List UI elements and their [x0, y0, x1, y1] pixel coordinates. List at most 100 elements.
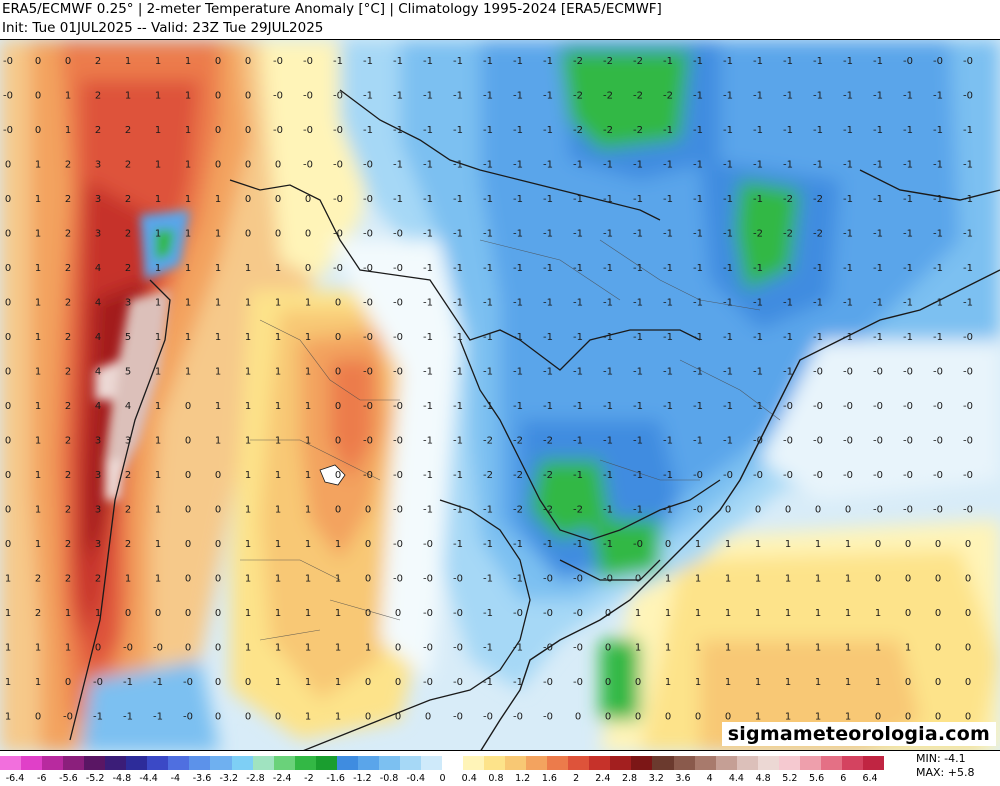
grid-value-label: -0 — [723, 470, 733, 481]
grid-value-label: -1 — [633, 194, 643, 205]
grid-value-label: 1 — [635, 608, 641, 619]
grid-value-label: 0 — [965, 574, 971, 585]
grid-value-label: 1 — [305, 436, 311, 447]
grid-value-label: 1 — [335, 677, 341, 688]
grid-value-label: 1 — [125, 91, 131, 102]
colorbar-swatch — [441, 756, 464, 770]
grid-value-label: -1 — [693, 436, 703, 447]
grid-value-label: 1 — [155, 91, 161, 102]
grid-value-label: 1 — [155, 367, 161, 378]
grid-value-label: -1 — [633, 332, 643, 343]
colorbar-ticks: -6.4 -6 -5.6 -5.2 -4.8 -4.4 -4 -3.6 -3.2 -2.8 -2.4… — [0, 773, 900, 786]
grid-value-label: 0 — [335, 505, 341, 516]
grid-value-label: -1 — [483, 160, 493, 171]
grid-value-label: -0 — [453, 712, 463, 723]
grid-value-label: -1 — [843, 263, 853, 274]
grid-value-label: -1 — [873, 332, 883, 343]
grid-value-label: 3 — [125, 298, 131, 309]
grid-value-label: 1 — [215, 194, 221, 205]
grid-value-label: 2 — [125, 160, 131, 171]
grid-value-label: 1 — [365, 643, 371, 654]
grid-value-label: 0 — [185, 436, 191, 447]
grid-value-label: -1 — [963, 298, 973, 309]
grid-value-label: -0 — [333, 194, 343, 205]
grid-value-label: -1 — [603, 401, 613, 412]
grid-value-label: -0 — [573, 677, 583, 688]
grid-value-label: 1 — [275, 608, 281, 619]
grid-value-label: -1 — [483, 608, 493, 619]
grid-value-label: -1 — [423, 56, 433, 67]
grid-value-label: 0 — [965, 608, 971, 619]
grid-value-label: 0 — [635, 677, 641, 688]
andes-highlight — [95, 290, 170, 500]
grid-value-label: -1 — [813, 332, 823, 343]
grid-value-label: -0 — [963, 332, 973, 343]
grid-value-label: 1 — [5, 643, 11, 654]
grid-value-label: -1 — [873, 194, 883, 205]
colorbar-swatch — [547, 756, 569, 770]
grid-value-label: 0 — [245, 712, 251, 723]
grid-value-label: 1 — [275, 643, 281, 654]
grid-value-label: -1 — [423, 160, 433, 171]
grid-value-label: -1 — [543, 367, 553, 378]
grid-value-label: 1 — [725, 643, 731, 654]
grid-value-label: 2 — [65, 505, 71, 516]
grid-value-label: -1 — [663, 298, 673, 309]
grid-value-label: -1 — [693, 125, 703, 136]
grid-value-label: 2 — [125, 125, 131, 136]
grid-value-label: 1 — [155, 574, 161, 585]
grid-value-label: 1 — [5, 608, 11, 619]
colorbar-tick-label: -3.6 — [192, 773, 212, 784]
grid-value-label: -1 — [423, 436, 433, 447]
grid-value-label: 4 — [95, 367, 101, 378]
grid-value-label: -2 — [573, 505, 583, 516]
grid-value-label: 4 — [95, 332, 101, 343]
grid-value-label: -0 — [363, 436, 373, 447]
grid-value-label: 1 — [65, 91, 71, 102]
grid-value-label: 1 — [245, 367, 251, 378]
colorbar-swatch — [21, 756, 43, 770]
colorbar-swatch — [126, 756, 148, 770]
grid-value-label: 1 — [695, 574, 701, 585]
grid-value-label: -1 — [393, 56, 403, 67]
grid-value-label: -0 — [933, 56, 943, 67]
grid-value-label: -2 — [663, 91, 673, 102]
grid-value-label: -0 — [933, 470, 943, 481]
grid-value-label: -0 — [933, 401, 943, 412]
grid-value-label: 0 — [905, 574, 911, 585]
colorbar-swatch — [736, 756, 758, 770]
grid-value-label: 0 — [935, 539, 941, 550]
grid-value-label: 0 — [185, 608, 191, 619]
grid-value-label: -1 — [663, 470, 673, 481]
grid-value-label: 1 — [275, 677, 281, 688]
colorbar-tick-label: -6.4 — [5, 773, 25, 784]
grid-value-label: -2 — [573, 125, 583, 136]
grid-value-label: -2 — [483, 470, 493, 481]
grid-value-label: 2 — [125, 470, 131, 481]
grid-value-label: 0 — [935, 608, 941, 619]
grid-value-label: 0 — [5, 505, 11, 516]
grid-value-label: -1 — [843, 56, 853, 67]
grid-value-label: 1 — [755, 677, 761, 688]
grid-value-label: 0 — [965, 539, 971, 550]
grid-value-label: 1 — [35, 194, 41, 205]
grid-value-label: -2 — [783, 194, 793, 205]
grid-value-label: -1 — [513, 229, 523, 240]
grid-value-label: -1 — [663, 263, 673, 274]
grid-value-label: -1 — [513, 160, 523, 171]
grid-value-label: -0 — [843, 367, 853, 378]
grid-value-label: -0 — [963, 91, 973, 102]
grid-value-label: -1 — [663, 56, 673, 67]
grid-value-label: 1 — [785, 643, 791, 654]
grid-value-label: 2 — [65, 436, 71, 447]
colorbar-tick-label: -5.2 — [85, 773, 105, 784]
grid-value-label: 3 — [95, 160, 101, 171]
grid-value-label: 0 — [245, 229, 251, 240]
grid-value-label: 0 — [275, 229, 281, 240]
grid-value-label: -0 — [903, 56, 913, 67]
grid-value-label: -0 — [603, 574, 613, 585]
colorbar-tick-label: 2.8 — [621, 773, 638, 784]
grid-value-label: 3 — [95, 229, 101, 240]
grid-value-label: -1 — [603, 436, 613, 447]
grid-value-label: -1 — [483, 574, 493, 585]
